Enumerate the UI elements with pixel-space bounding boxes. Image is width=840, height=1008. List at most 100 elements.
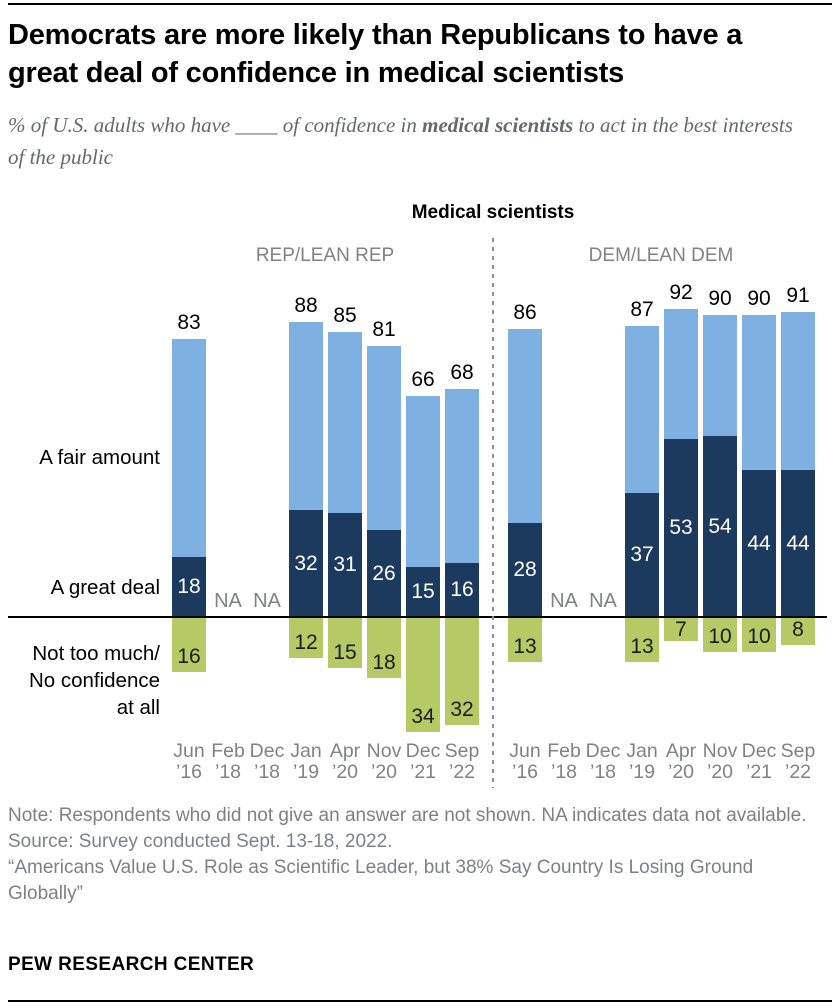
- x-axis-tick-label: Apr ’20: [329, 740, 361, 783]
- x-axis-tick-label: Jun ’16: [509, 740, 541, 783]
- bar-great-deal: [703, 436, 737, 617]
- bar-total-label: 85: [333, 304, 357, 327]
- bar-not-too-much: [742, 618, 776, 652]
- bar-great-deal-label: 53: [669, 516, 693, 539]
- bar-great-deal-label: 44: [747, 531, 771, 555]
- bar-great-deal: [289, 510, 323, 617]
- source-text: Source: Survey conducted Sept. 13-18, 20…: [8, 831, 393, 852]
- bar-great-deal-label: 16: [450, 578, 474, 601]
- bar-total-label: 83: [177, 311, 201, 334]
- bar-not-too-much-label: 13: [513, 635, 537, 658]
- bar-great-deal-label: 31: [333, 553, 357, 576]
- bar-not-too-much: [781, 618, 815, 645]
- row-label-fair-amount: A fair amount: [39, 446, 160, 469]
- bar-great-deal: [781, 470, 815, 617]
- bottom-rule: [8, 1000, 832, 1002]
- subtitle-suffix: to act in the best interests of the publ…: [8, 113, 793, 169]
- bar-great-deal: [172, 557, 206, 617]
- bar-great-deal: [445, 563, 479, 617]
- panel-label-dem: DEM/LEAN DEM: [588, 245, 734, 266]
- bar-total-label: 81: [372, 318, 396, 341]
- bar-great-deal: [625, 493, 659, 617]
- report-title-text: “Americans Value U.S. Role as Scientific…: [8, 857, 754, 904]
- subtitle-prefix: % of U.S. adults who have ____ of confid…: [8, 113, 423, 137]
- bar-not-too-much: [367, 618, 401, 678]
- bar-great-deal-label: 54: [708, 514, 732, 538]
- bar-great-deal: [742, 470, 776, 617]
- bar-not-too-much: [508, 618, 542, 662]
- bar-not-too-much: [172, 618, 206, 672]
- x-axis-tick-label: Dec ’18: [585, 740, 621, 783]
- x-axis-tick-label: Jan ’19: [626, 740, 658, 783]
- bar-total-label: 87: [630, 298, 654, 321]
- bar-not-too-much: [328, 618, 362, 668]
- bar-not-too-much: [406, 618, 440, 732]
- bar-total-label: 86: [513, 301, 537, 324]
- bar-not-too-much-label: 18: [372, 651, 396, 674]
- chart-title: Medical scientists: [411, 202, 575, 223]
- bar-great-deal-label: 26: [372, 561, 396, 585]
- x-axis-tick-label: Nov ’20: [702, 740, 738, 783]
- bar-great-deal-label: 28: [513, 558, 537, 581]
- x-axis-tick-label: Dec ’18: [249, 740, 285, 783]
- chart-subtitle: % of U.S. adults who have ____ of confid…: [8, 109, 814, 173]
- bar-total-label: 68: [450, 361, 474, 384]
- bar-not-too-much: [289, 618, 323, 658]
- bar-not-too-much-label: 32: [450, 698, 474, 721]
- bar-great-deal: [664, 439, 698, 617]
- bar-great-deal-label: 32: [294, 551, 318, 575]
- bar-not-too-much-label: 10: [747, 625, 771, 648]
- x-axis-tick-label: Feb ’18: [211, 740, 245, 783]
- chart-headline: Democrats are more likely than Republica…: [8, 19, 743, 89]
- x-axis-line: [8, 616, 827, 618]
- bar-great-deal-label: 44: [786, 531, 810, 555]
- row-label-great-deal: A great deal: [50, 576, 160, 599]
- x-axis-tick-label: Jan ’19: [290, 740, 322, 783]
- bar-not-too-much-label: 34: [411, 705, 435, 728]
- bar-not-too-much-label: 13: [630, 635, 654, 658]
- x-axis-tick-label: Nov ’20: [366, 740, 402, 783]
- panel-divider-dashed-line: [492, 238, 494, 788]
- bar-great-deal-label: 15: [411, 580, 435, 603]
- bar-total-label: 90: [747, 287, 771, 310]
- bar-total-label: 91: [786, 284, 810, 307]
- na-label: NA: [253, 590, 281, 612]
- bar-not-too-much-label: 15: [333, 641, 357, 664]
- x-axis-tick-label: Sep ’22: [444, 740, 480, 783]
- bar-great-deal: [406, 567, 440, 617]
- bar-great-deal: [367, 530, 401, 617]
- bar-not-too-much: [625, 618, 659, 662]
- bar-not-too-much-label: 16: [177, 645, 201, 668]
- bar-great-deal-label: 37: [630, 543, 654, 566]
- row-label-not-too-much: Not too much/ No confidence at all: [28, 642, 160, 719]
- bar-not-too-much: [703, 618, 737, 652]
- top-rule: [8, 3, 832, 5]
- panel-label-rep: REP/LEAN REP: [255, 245, 395, 266]
- x-axis-tick-label: Apr ’20: [665, 740, 697, 783]
- bar-not-too-much-label: 10: [708, 625, 732, 648]
- bar-total-label: 66: [411, 368, 435, 391]
- bar-total-label: 90: [708, 287, 732, 310]
- pew-research-center-wordmark: PEW RESEARCH CENTER: [8, 954, 255, 975]
- bar-total-label: 88: [294, 294, 318, 317]
- na-label: NA: [214, 590, 242, 612]
- bar-not-too-much: [664, 618, 698, 641]
- na-label: NA: [550, 590, 578, 612]
- x-axis-tick-label: Dec ’21: [741, 740, 777, 783]
- footnotes: Note: Respondents who did not give an an…: [8, 803, 826, 907]
- bar-not-too-much: [445, 618, 479, 725]
- x-axis-tick-label: Dec ’21: [405, 740, 441, 783]
- x-axis-tick-label: Jun ’16: [173, 740, 205, 783]
- x-axis-tick-label: Feb ’18: [547, 740, 581, 783]
- subtitle-emphasis: medical scientists: [422, 113, 574, 137]
- bar-not-too-much-label: 7: [675, 618, 687, 641]
- bar-great-deal: [508, 523, 542, 617]
- bar-total-label: 92: [669, 281, 693, 304]
- na-label: NA: [589, 590, 617, 612]
- note-text: Note: Respondents who did not give an an…: [8, 805, 807, 826]
- x-axis-tick-label: Sep ’22: [780, 740, 816, 783]
- bar-not-too-much-label: 8: [792, 618, 804, 641]
- bar-great-deal-label: 18: [177, 575, 201, 598]
- bar-great-deal: [328, 513, 362, 617]
